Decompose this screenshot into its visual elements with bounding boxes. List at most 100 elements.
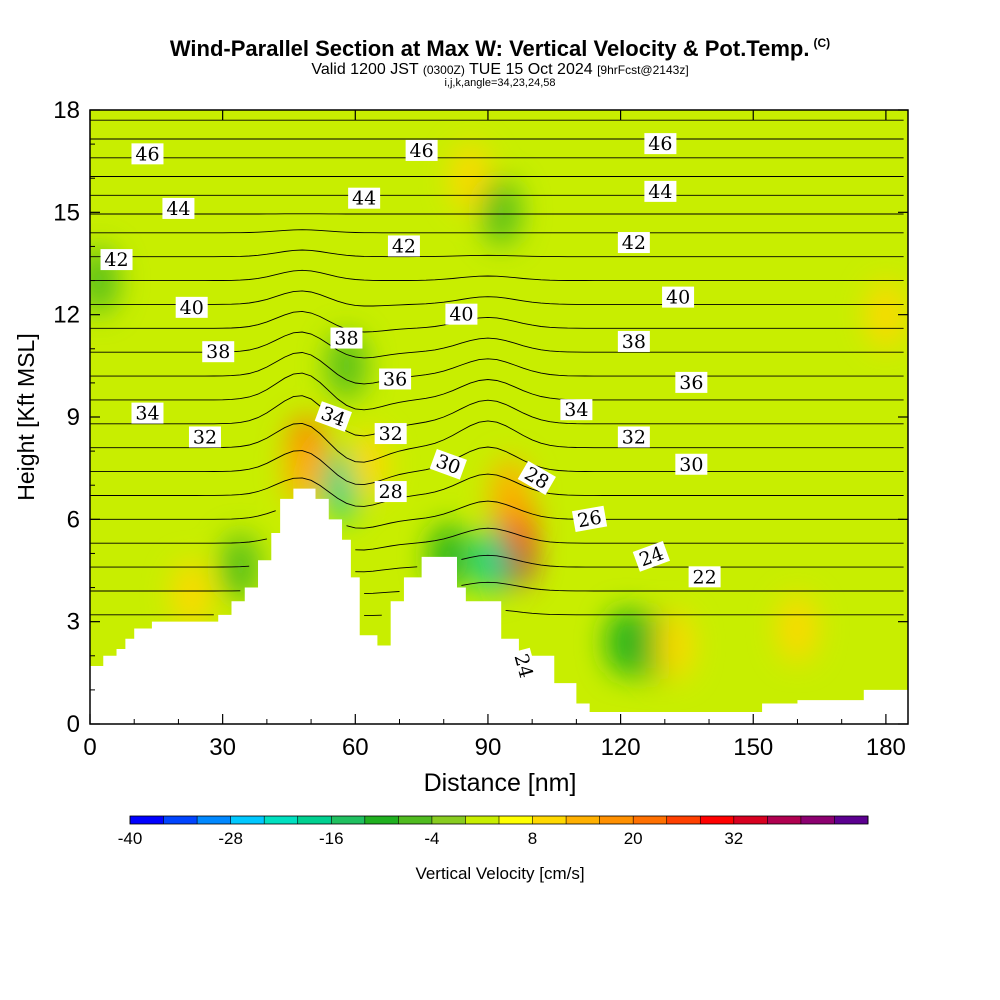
isentrope-label-text: 42 xyxy=(392,235,416,257)
colorbar-tick-label: -28 xyxy=(218,829,243,848)
isentrope-label: 36 xyxy=(675,371,708,394)
velocity-cell xyxy=(777,594,818,663)
colorbar-swatch xyxy=(398,816,433,824)
isentrope-line xyxy=(90,527,904,551)
isentrope-label: 38 xyxy=(330,327,363,350)
isentrope-line xyxy=(90,554,904,573)
y-tick-label: 9 xyxy=(67,404,80,431)
isentrope-label: 44 xyxy=(348,187,381,210)
colorbar-swatch xyxy=(331,816,366,824)
colorbar-swatch xyxy=(532,816,567,824)
isentrope-label: 34 xyxy=(131,402,164,425)
isentrope-label: 40 xyxy=(662,286,695,309)
isentrope-label-text: 36 xyxy=(679,372,703,394)
isentrope-label-box xyxy=(348,187,381,209)
isentrope-label-box xyxy=(632,541,671,572)
forecast-info: [9hrFcst@2143z] xyxy=(597,63,689,77)
colorbar-tick-label: -40 xyxy=(118,829,143,848)
isentrope-label-text: 28 xyxy=(379,481,403,503)
colorbar-swatch xyxy=(431,816,466,824)
velocity-cell xyxy=(653,611,694,680)
isentrope-label-box xyxy=(675,371,708,393)
isentrope-label: 40 xyxy=(445,303,478,326)
y-tick-label: 12 xyxy=(53,302,80,329)
isentrope-label-text: 46 xyxy=(135,143,159,165)
colorbar-tick-label: 8 xyxy=(528,829,537,848)
isentrope-label-text: 36 xyxy=(383,368,407,390)
isentrope-label-box xyxy=(131,143,164,165)
isentrope-lines xyxy=(90,119,904,616)
isentrope-label-text: 32 xyxy=(379,423,403,445)
isentrope-label: 22 xyxy=(688,566,721,588)
colorbar-swatch xyxy=(264,816,299,824)
isentrope-label: 30 xyxy=(675,453,708,476)
colorbar-swatch xyxy=(800,816,835,824)
isentrope-label: 42 xyxy=(387,235,420,257)
isentrope-line xyxy=(90,249,904,258)
isentrope-label-text: 34 xyxy=(564,399,588,421)
colorbar-tick-label: -16 xyxy=(319,829,344,848)
isentrope-label-box xyxy=(644,133,677,155)
isentrope-label: 32 xyxy=(374,423,407,445)
isentrope-label: 46 xyxy=(405,139,438,162)
chart-title-mark: (C) xyxy=(813,36,831,50)
velocity-cell xyxy=(284,437,325,506)
x-tick-label: 90 xyxy=(475,734,502,761)
valid-date: TUE 15 Oct 2024 xyxy=(469,61,593,78)
isentrope-label-text: 40 xyxy=(180,297,204,319)
isentrope-line xyxy=(90,420,904,463)
isentrope-label: 28 xyxy=(374,481,407,503)
isentrope-line xyxy=(90,372,904,411)
isentrope-line xyxy=(90,609,904,616)
colorbar-swatch xyxy=(465,816,500,824)
isentrope-line xyxy=(90,446,904,486)
colorbar-swatch xyxy=(767,816,802,824)
isentrope-label-box xyxy=(175,296,208,318)
y-tick-label: 6 xyxy=(67,506,80,533)
colorbar-swatch xyxy=(364,816,399,824)
x-tick-label: 150 xyxy=(733,734,773,761)
grid-index-info: i,j,k,angle=34,23,24,58 xyxy=(444,77,556,89)
isentrope-label-box xyxy=(662,286,695,308)
chart-subtitle: Valid 1200 JST (0300Z) TUE 15 Oct 2024 [… xyxy=(0,61,1000,79)
isentrope-label: 40 xyxy=(175,296,208,319)
isentrope-label-box xyxy=(560,399,593,421)
y-tick-label: 15 xyxy=(53,199,80,226)
y-tick-label: 0 xyxy=(67,711,80,738)
isentrope-line xyxy=(90,310,904,333)
isentrope-label-box xyxy=(374,481,407,503)
isentrope-label-box xyxy=(330,327,363,349)
isentrope-label-box xyxy=(314,401,352,432)
isentrope-label-box xyxy=(517,460,556,496)
isentrope-line xyxy=(90,500,904,529)
x-tick-label: 120 xyxy=(601,734,641,761)
velocity-cell xyxy=(481,178,522,247)
isentrope-label-box xyxy=(688,566,721,588)
isentrope-label-text: 26 xyxy=(576,506,604,532)
isentrope-label-box xyxy=(445,303,478,325)
isentrope-label: 42 xyxy=(617,232,650,254)
isentrope-label: 42 xyxy=(100,249,133,271)
isentrope-label: 38 xyxy=(202,341,235,363)
isentrope-label-text: 40 xyxy=(666,287,690,309)
isentrope-label-box xyxy=(202,341,235,363)
isentrope-label-text: 32 xyxy=(622,426,646,448)
valid-time: Valid 1200 JST xyxy=(311,61,419,78)
isentrope-line xyxy=(90,473,904,507)
isentrope-label-box xyxy=(617,426,650,448)
y-axis-title: Height [Kft MSL] xyxy=(13,333,39,500)
isentrope-label-box xyxy=(429,448,467,480)
isentrope-label-box xyxy=(379,368,412,390)
isentrope-label: 26 xyxy=(571,505,608,532)
colorbar-swatch xyxy=(834,816,869,824)
colorbar-tick-label: 32 xyxy=(724,829,743,848)
colorbar-label: Vertical Velocity [cm/s] xyxy=(415,864,585,883)
isentrope-label-box xyxy=(405,139,438,161)
colorbar-swatch xyxy=(163,816,198,824)
isentrope-label-box xyxy=(162,197,195,219)
isentrope-label-text: 44 xyxy=(648,181,672,203)
x-tick-label: 60 xyxy=(342,734,369,761)
isentrope-label-box xyxy=(131,402,164,424)
colorbar-swatch xyxy=(297,816,332,824)
